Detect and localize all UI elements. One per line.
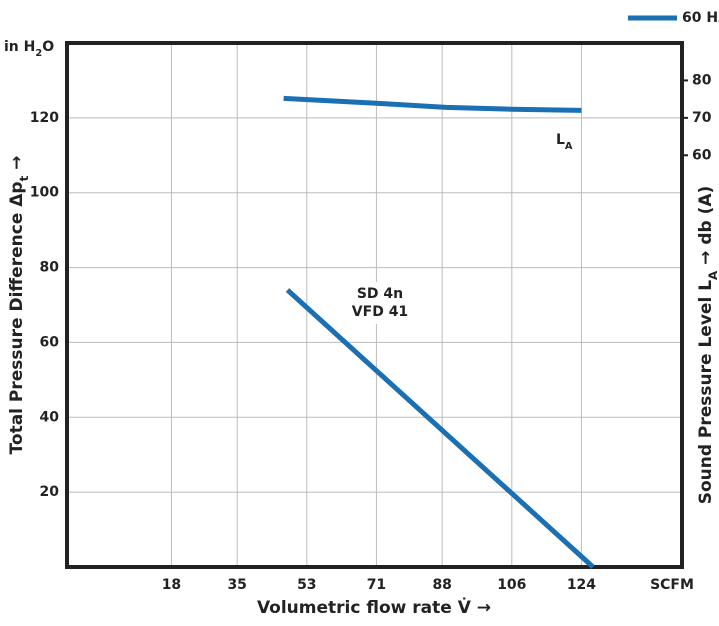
y2-axis-label-part: → db (A) — [696, 186, 716, 271]
axis-unit-label: in H2O — [4, 39, 54, 59]
y-tick-label: 60 — [40, 334, 60, 350]
y-tick-label: 120 — [30, 110, 59, 126]
annotation: SD 4n — [357, 286, 403, 302]
x-axis-label-part: Volumetric flow rate V̇ → — [257, 597, 491, 618]
y-axis-label-part: t — [17, 175, 31, 181]
x-tick-label: 53 — [297, 577, 316, 593]
x-tick-label: 106 — [497, 577, 526, 593]
x-tick-label: 18 — [162, 577, 181, 593]
axis-unit-label-part: in H — [4, 39, 35, 55]
y2-tick-label: 60 — [692, 147, 712, 163]
axis-unit-label-part: O — [42, 39, 54, 55]
y-axis-label: Total Pressure Difference Δpt → — [7, 156, 31, 455]
legend-label: 60 Hz — [682, 10, 719, 26]
y-tick-label: 20 — [40, 484, 60, 500]
y-tick-label: 80 — [40, 260, 60, 276]
axis-unit-label-part: 2 — [35, 48, 42, 59]
annotation-part: A — [565, 141, 573, 152]
y-axis-label-part: → — [7, 156, 27, 176]
x-tick-label: 124 — [567, 577, 596, 593]
y2-axis-label-part: Sound Pressure Level L — [696, 280, 716, 504]
y-tick-label: 100 — [30, 185, 59, 201]
y2-axis-label-part: A — [706, 270, 719, 280]
y-axis-label-part: Total Pressure Difference Δp — [7, 181, 27, 454]
y2-tick-label: 80 — [692, 72, 712, 88]
x-axis-label: Volumetric flow rate V̇ → — [257, 597, 491, 618]
x-tick-label: 88 — [432, 577, 451, 593]
plot-frame — [65, 41, 684, 569]
annotation-box — [340, 282, 420, 324]
y2-axis-label: Sound Pressure Level LA → db (A) — [696, 186, 719, 505]
annotation: VFD 41 — [352, 304, 408, 320]
y2-tick-label: 70 — [692, 110, 712, 126]
data-line — [283, 95, 582, 113]
annotation: LA — [556, 132, 573, 152]
x-unit: SCFM — [650, 577, 694, 593]
annotation-part: L — [556, 132, 565, 148]
x-tick-label: 35 — [227, 577, 246, 593]
x-tick-label: 71 — [367, 577, 386, 593]
y-tick-label: 40 — [40, 409, 60, 425]
data-line — [285, 288, 595, 569]
